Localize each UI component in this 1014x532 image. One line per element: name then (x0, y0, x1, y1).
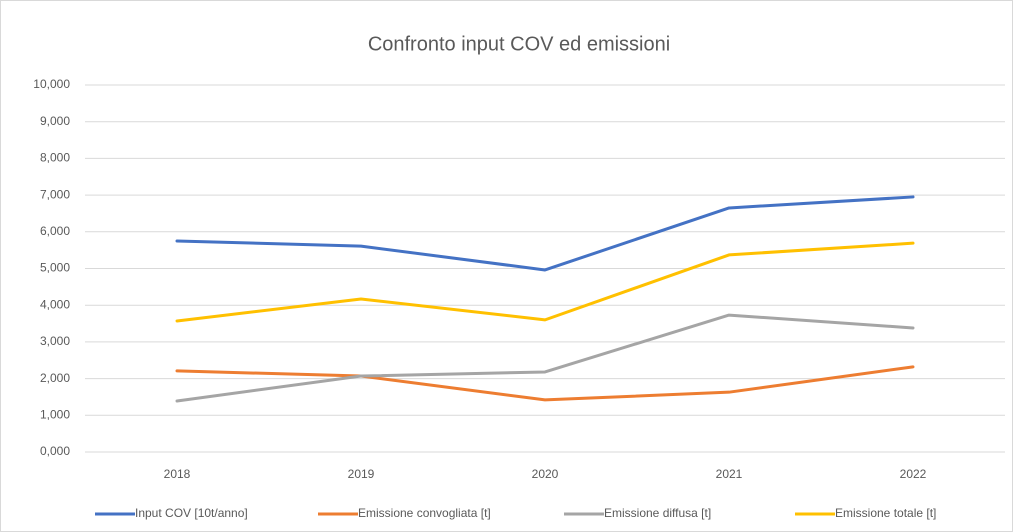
y-tick-label: 0,000 (40, 444, 70, 458)
y-tick-label: 10,000 (33, 77, 70, 91)
x-tick-label: 2021 (716, 467, 743, 481)
y-tick-label: 1,000 (40, 407, 70, 421)
series-line (175, 365, 915, 402)
y-tick-label: 8,000 (40, 151, 70, 165)
y-tick-label: 6,000 (40, 224, 70, 238)
series-line (175, 195, 915, 272)
legend-label: Emissione diffusa [t] (604, 506, 711, 520)
y-tick-label: 3,000 (40, 334, 70, 348)
x-tick-label: 2020 (532, 467, 559, 481)
y-tick-label: 2,000 (40, 371, 70, 385)
series-line (175, 241, 915, 323)
x-tick-label: 2018 (164, 467, 191, 481)
y-tick-label: 9,000 (40, 114, 70, 128)
y-tick-label: 7,000 (40, 187, 70, 201)
chart-title: Confronto input COV ed emissioni (368, 33, 670, 55)
legend-label: Emissione totale [t] (835, 506, 936, 520)
x-tick-label: 2019 (348, 467, 375, 481)
series-line (175, 313, 915, 403)
x-tick-label: 2022 (900, 467, 927, 481)
y-tick-label: 4,000 (40, 297, 70, 311)
legend-label: Input COV [10t/anno] (135, 506, 248, 520)
legend-label: Emissione convogliata [t] (358, 506, 491, 520)
y-tick-label: 5,000 (40, 261, 70, 275)
